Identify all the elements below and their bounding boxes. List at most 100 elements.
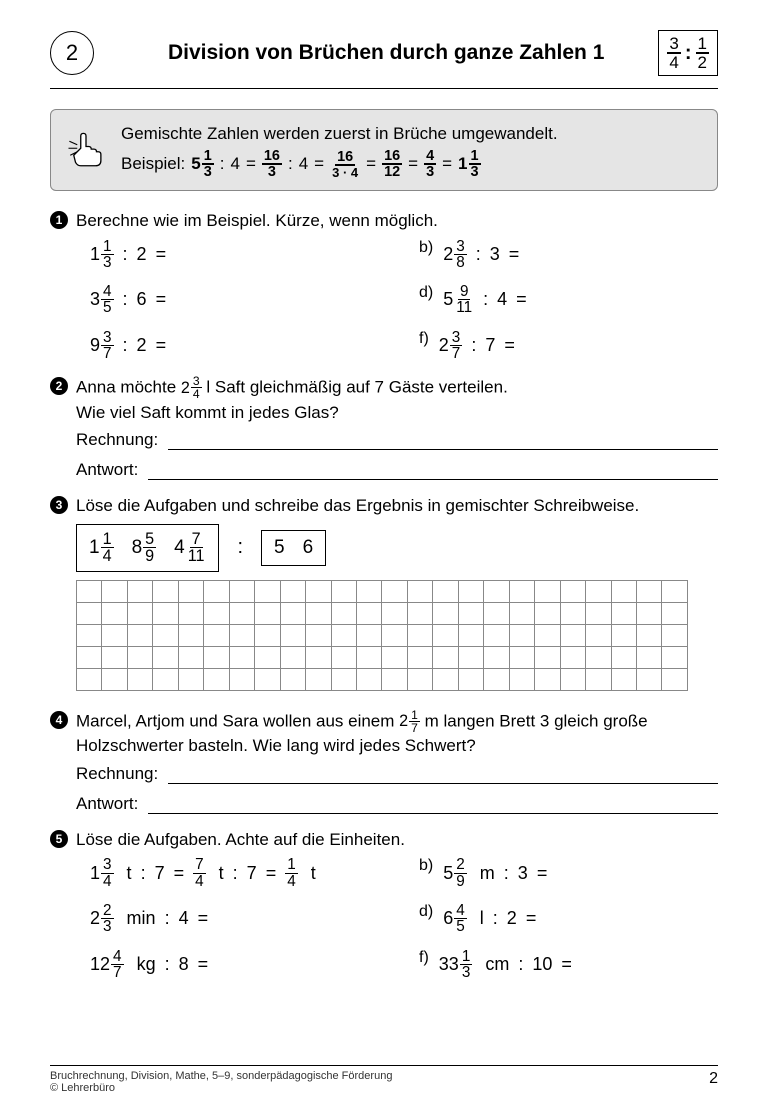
t1l2v: 2 (137, 335, 147, 356)
t5l1w: 2 (90, 908, 100, 929)
t5-left-1: 223 min : 4 = (90, 903, 379, 935)
t3b0w: 1 (89, 537, 100, 559)
t5r2n: 1 (460, 949, 473, 965)
t2-line2: Wie viel Saft kommt in jedes Glas? (76, 403, 339, 422)
ex-f4-d: 12 (382, 165, 402, 179)
task-1-prompt: Berechne wie im Beispiel. Kürze, wenn mö… (76, 209, 718, 233)
t5l0w: 1 (90, 863, 100, 884)
t5l2n: 4 (111, 949, 124, 965)
t3b1d: 9 (143, 548, 156, 564)
ex-f5-d: 3 (424, 165, 436, 179)
t1r1w: 5 (443, 289, 453, 310)
t2-pre: Anna möchte (76, 378, 181, 397)
task-4-prompt: Marcel, Artjom und Sara wollen aus einem… (76, 709, 718, 758)
t3rb1: 6 (303, 537, 314, 559)
t3-right-box: 5 6 (261, 530, 326, 566)
t2-post: l Saft gleichmäßig auf 7 Gäste verteilen… (202, 378, 508, 397)
t1-left-2: 937 : 2 = (90, 330, 379, 362)
t3b0d: 4 (101, 548, 114, 564)
header-fraction-logo: 34 : 12 (658, 30, 718, 76)
t5l0e2d: 4 (285, 874, 298, 889)
t3-boxes: 114 859 4711 : 5 6 (50, 524, 718, 571)
t5l2v: 8 (179, 954, 189, 975)
t3b2w: 4 (174, 537, 185, 559)
t4-antw-blank[interactable] (148, 796, 718, 814)
t5l0e2n: 1 (285, 857, 298, 873)
t1r2v: 7 (485, 335, 495, 356)
t5r2u: cm (485, 954, 509, 975)
footer-line1: Bruchrechnung, Division, Mathe, 5–9, son… (50, 1070, 392, 1082)
t1r1n: 9 (458, 284, 471, 300)
t3b2d: 11 (186, 548, 207, 564)
t5-right-0: b)529 m : 3 = (419, 857, 708, 889)
t5r1l: d) (419, 903, 433, 921)
t5l0d: 4 (101, 874, 114, 889)
logo-frac-b-num: 1 (696, 35, 709, 54)
t5-right-2: f)3313 cm : 10 = (419, 949, 708, 981)
t3b1w: 8 (132, 537, 143, 559)
ex-m1-d: 3 (202, 165, 214, 179)
t3-left-box: 114 859 4711 (76, 524, 219, 571)
t1-right-2: f)237 : 7 = (419, 330, 708, 362)
t2-rech-blank[interactable] (168, 432, 718, 450)
example-calculation: Beispiel: 513 :4 = 163 :4 = 163 · 4 = 16… (121, 149, 558, 180)
t1-left-1: 345 : 6 = (90, 284, 379, 316)
t4-rech-blank[interactable] (168, 766, 718, 784)
ex-f3-n: 16 (335, 150, 355, 166)
t1r0w: 2 (443, 244, 453, 265)
page-title: Division von Brüchen durch ganze Zahlen … (114, 41, 658, 65)
t5l0e1d: 4 (193, 874, 206, 889)
task-3-bullet: 3 (50, 496, 68, 514)
t4-antw-lbl: Antwort: (76, 794, 138, 814)
task-2-bullet: 2 (50, 377, 68, 395)
t2mw: 2 (181, 377, 190, 400)
logo-frac-b-den: 2 (696, 54, 709, 71)
t1l1d: 5 (101, 300, 114, 315)
logo-frac-a-den: 4 (667, 54, 680, 71)
task-5-prompt: Löse die Aufgaben. Achte auf die Einheit… (76, 828, 718, 852)
t1l0w: 1 (90, 244, 100, 265)
task-2: 2 Anna möchte 234 l Saft gleichmäßig auf… (50, 375, 718, 480)
t5l2d: 7 (111, 965, 124, 980)
t1-right-1: d)5911 : 4 = (419, 284, 708, 316)
t5r2l: f) (419, 949, 429, 967)
t3b1n: 5 (143, 531, 156, 548)
t2-antw-lbl: Antwort: (76, 460, 138, 480)
t4-pre: Marcel, Artjom und Sara wollen aus einem (76, 711, 399, 730)
t5r2w: 33 (439, 954, 459, 975)
task-5: 5 Löse die Aufgaben. Achte auf die Einhe… (50, 828, 718, 981)
t5r1v: 2 (507, 908, 517, 929)
t4mn: 1 (409, 709, 420, 722)
ex-m6-n: 1 (469, 149, 481, 165)
ex-m6-d: 3 (469, 165, 481, 179)
t5l1d: 3 (101, 919, 114, 934)
t5r2v: 10 (532, 954, 552, 975)
t1r1v: 4 (497, 289, 507, 310)
t1l2n: 3 (101, 330, 114, 346)
t3-answer-grid[interactable] (76, 580, 688, 691)
t5l2u: kg (137, 954, 156, 975)
t5l0u1: t (219, 863, 224, 884)
t1r2l: f) (419, 330, 429, 348)
task-4-bullet: 4 (50, 711, 68, 729)
page-badge: 2 (50, 31, 94, 75)
ex-f5-n: 4 (424, 149, 436, 165)
t4-rechnung-line: Rechnung: (76, 764, 718, 784)
logo-frac-sep: : (685, 42, 692, 65)
t1l1w: 3 (90, 289, 100, 310)
logo-frac-a-num: 3 (667, 35, 680, 54)
ex-f2-d: 3 (266, 165, 278, 179)
t2md: 4 (191, 388, 202, 400)
ex-m1-n: 1 (202, 149, 214, 165)
t5r1d: 5 (454, 919, 467, 934)
t4-line2: Holzschwerter basteln. Wie lang wird jed… (76, 736, 476, 755)
t1r1d: 11 (454, 300, 474, 315)
t4-rech-lbl: Rechnung: (76, 764, 158, 784)
t1l1n: 4 (101, 284, 114, 300)
task-1-bullet: 1 (50, 211, 68, 229)
task-3: 3 Löse die Aufgaben und schreibe das Erg… (50, 494, 718, 690)
task-1: 1 Berechne wie im Beispiel. Kürze, wenn … (50, 209, 718, 362)
t4-post: m langen Brett 3 gleich große (420, 711, 648, 730)
t2-antw-blank[interactable] (148, 462, 718, 480)
t1l2d: 7 (101, 346, 114, 361)
